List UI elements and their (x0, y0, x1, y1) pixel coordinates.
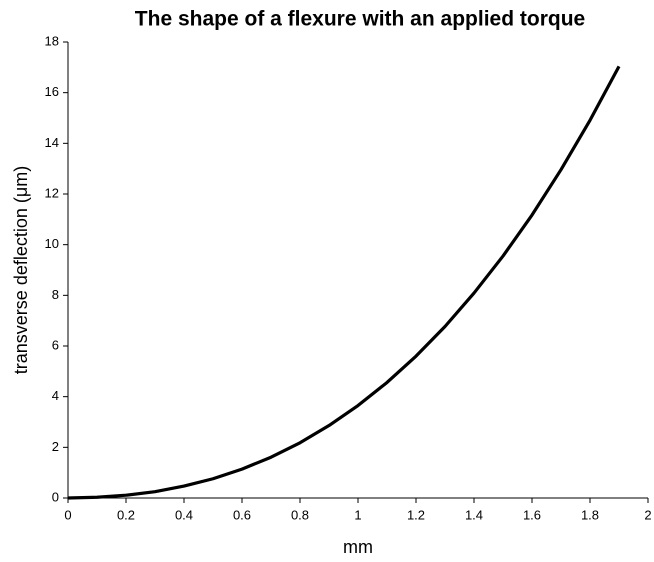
y-tick-label: 6 (52, 337, 59, 352)
x-tick-label: 0.8 (291, 507, 309, 522)
y-tick-label: 4 (52, 388, 59, 403)
y-tick-label: 2 (52, 439, 59, 454)
y-tick-label: 18 (45, 33, 59, 48)
x-tick-label: 0 (64, 507, 71, 522)
y-tick-label: 10 (45, 236, 59, 251)
y-tick-label: 16 (45, 84, 59, 99)
x-tick-label: 0.2 (117, 507, 135, 522)
data-line (67, 65, 621, 500)
x-tick-label: 1.4 (465, 507, 483, 522)
x-tick-label: 0.6 (233, 507, 251, 522)
x-tick-label: 1.2 (407, 507, 425, 522)
x-tick-label: 1 (354, 507, 361, 522)
y-axis-label: transverse deflection (μm) (11, 166, 31, 374)
x-tick-label: 2 (644, 507, 651, 522)
y-tick-label: 0 (52, 489, 59, 504)
x-tick-label: 0.4 (175, 507, 193, 522)
y-tick-label: 12 (45, 185, 59, 200)
y-tick-label: 14 (45, 135, 59, 150)
x-axis-label: mm (343, 537, 373, 557)
x-tick-label: 1.8 (581, 507, 599, 522)
x-tick-label: 1.6 (523, 507, 541, 522)
chart-title: The shape of a flexure with an applied t… (135, 8, 585, 31)
y-tick-label: 8 (52, 287, 59, 302)
